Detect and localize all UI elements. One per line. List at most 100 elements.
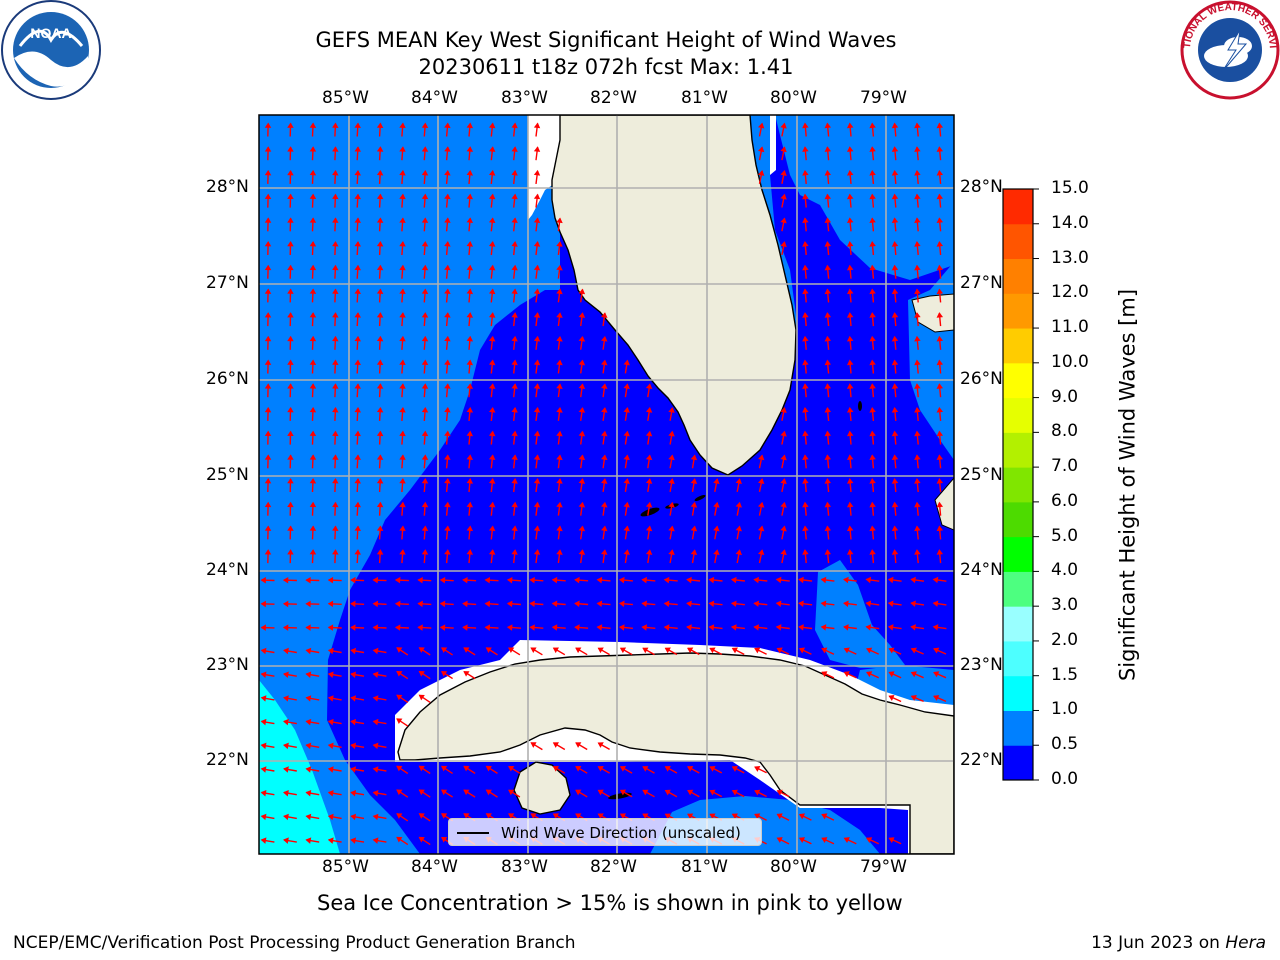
wind-wave-arrow-head	[372, 671, 379, 678]
wind-wave-arrow-head	[488, 193, 496, 200]
wind-wave-arrow-head	[758, 478, 765, 484]
wind-wave-arrow-head	[869, 122, 876, 129]
wind-wave-arrow-head	[888, 647, 895, 654]
wind-wave-arrow-head	[466, 264, 474, 271]
wind-wave-arrow-head	[597, 765, 604, 772]
wind-wave-arrow-head	[556, 264, 563, 271]
wind-wave-arrow-head	[444, 454, 451, 460]
wind-wave-arrow-head	[642, 789, 649, 796]
wind-wave-arrow-head	[399, 312, 406, 318]
wind-wave-arrow-head	[802, 241, 809, 247]
wind-wave-arrow-head	[264, 383, 272, 389]
wind-wave-arrow-head	[327, 837, 334, 844]
colorbar-tick-label: 0.5	[1051, 734, 1079, 755]
wind-wave-arrow-head	[466, 383, 474, 389]
wind-wave-arrow-head	[332, 430, 339, 437]
colorbar-swatch	[1003, 606, 1033, 642]
wind-wave-arrow-head	[376, 501, 384, 508]
wind-wave-arrow-head	[309, 288, 317, 294]
wind-wave-arrow-head	[910, 600, 916, 607]
lon-label-bottom: 83°W	[501, 857, 548, 877]
wind-wave-arrow-head	[690, 501, 698, 508]
wind-wave-arrow-head	[376, 146, 384, 152]
wind-wave-arrow-head	[264, 169, 272, 176]
wind-wave-arrow-head	[488, 241, 496, 247]
wind-wave-arrow-head	[556, 383, 563, 390]
wind-wave-arrow-head	[709, 766, 716, 772]
colorbar-swatch	[1003, 397, 1033, 433]
wind-wave-arrow-head	[354, 169, 361, 176]
wind-wave-arrow-head	[399, 406, 406, 413]
wind-wave-arrow-head	[418, 670, 425, 677]
sea-ice-note: Sea Ice Concentration > 15% is shown in …	[317, 891, 903, 915]
wind-wave-arrow-head	[578, 501, 586, 508]
wind-wave-arrow-head	[556, 217, 563, 224]
wind-wave-arrow-head	[798, 576, 804, 584]
wind-wave-arrow-head	[914, 146, 921, 152]
wind-wave-arrow-head	[530, 647, 537, 654]
wind-wave-arrow-head	[663, 576, 670, 584]
wind-wave-arrow-head	[421, 241, 429, 247]
wind-wave-arrow-head	[642, 647, 649, 654]
wind-wave-arrow-head	[305, 624, 311, 631]
wind-wave-arrow-head	[802, 122, 809, 129]
wind-wave-arrow-head	[891, 406, 899, 413]
wind-wave-arrow-head	[866, 837, 873, 844]
wind-wave-arrow-head	[735, 549, 742, 556]
wind-wave-arrow-head	[556, 525, 563, 532]
wind-wave-arrow-head	[283, 718, 289, 726]
wind-wave-arrow-head	[421, 146, 429, 152]
wind-wave-arrow-head	[441, 765, 448, 772]
wind-wave-arrow-head	[511, 169, 518, 176]
wind-wave-arrow-head	[802, 217, 809, 223]
wind-wave-arrow-head	[466, 525, 474, 532]
wind-wave-arrow-head	[264, 193, 272, 200]
wind-wave-arrow-head	[601, 501, 608, 508]
wind-wave-arrow-head	[305, 695, 312, 702]
wind-wave-arrow-head	[529, 600, 535, 608]
wind-wave-arrow-head	[399, 169, 406, 176]
wind-wave-arrow-head	[376, 217, 384, 223]
wind-wave-arrow-head	[287, 146, 294, 152]
wind-wave-arrow-head	[713, 525, 720, 532]
wind-wave-arrow-head	[618, 600, 625, 608]
wind-wave-arrow-head	[327, 790, 334, 797]
wind-wave-arrow-head	[332, 525, 339, 531]
wind-wave-arrow-head	[309, 406, 317, 413]
wind-wave-arrow-head	[601, 478, 608, 484]
wind-wave-arrow-head	[887, 624, 894, 631]
wind-wave-arrow-head	[327, 624, 334, 631]
wind-wave-arrow-head	[418, 694, 425, 701]
wind-wave-arrow-head	[597, 742, 604, 748]
wind-wave-arrow-head	[891, 525, 899, 532]
wind-wave-arrow-head	[287, 217, 294, 223]
wind-wave-arrow-head	[372, 624, 379, 631]
wind-wave-arrow-head	[731, 647, 738, 654]
wind-wave-arrow-head	[372, 718, 379, 726]
wind-wave-arrow-head	[936, 359, 944, 366]
wind-wave-arrow-head	[282, 577, 289, 584]
wind-wave-arrow-head	[933, 694, 940, 701]
wind-wave-arrow-head	[775, 600, 782, 607]
wind-wave-arrow-head	[802, 359, 809, 366]
wind-wave-arrow-head	[645, 501, 653, 508]
wind-wave-arrow-head	[283, 647, 289, 655]
wind-wave-arrow-head	[376, 335, 384, 342]
wind-wave-arrow-head	[332, 193, 339, 200]
wind-wave-arrow-head	[802, 169, 809, 176]
wind-wave-arrow-head	[824, 264, 832, 271]
wind-wave-arrow-head	[327, 695, 334, 702]
nws-ring-text: NATIONAL WEATHER SERVICE	[0, 0, 1278, 49]
wind-wave-arrow-head	[843, 624, 849, 631]
wind-wave-arrow-head	[618, 576, 625, 584]
wind-wave-arrow-head	[914, 359, 921, 366]
wind-wave-arrow-head	[824, 122, 832, 129]
wind-wave-arrow-head	[824, 454, 832, 460]
wind-wave-arrow-head	[686, 624, 692, 631]
wind-wave-arrow-head	[354, 193, 361, 200]
wind-wave-arrow-head	[574, 624, 580, 631]
wind-wave-arrow-head	[287, 383, 294, 389]
wind-wave-arrow-head	[824, 241, 832, 247]
wind-wave-arrow-head	[731, 766, 738, 772]
